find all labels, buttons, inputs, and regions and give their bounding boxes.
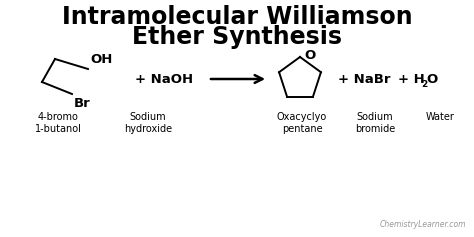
Text: 1-butanol: 1-butanol xyxy=(35,124,82,134)
Text: + NaOH: + NaOH xyxy=(135,73,193,86)
Text: pentane: pentane xyxy=(282,124,322,134)
Text: Br: Br xyxy=(74,97,91,110)
Text: Sodium: Sodium xyxy=(357,112,393,122)
Text: Water: Water xyxy=(426,112,455,122)
Text: OH: OH xyxy=(90,53,112,66)
Text: ChemistryLearner.com: ChemistryLearner.com xyxy=(380,220,466,229)
Text: Ether Synthesis: Ether Synthesis xyxy=(132,25,342,49)
Text: O: O xyxy=(426,73,437,86)
Text: + NaBr: + NaBr xyxy=(338,73,391,86)
Text: Sodium: Sodium xyxy=(130,112,166,122)
Text: bromide: bromide xyxy=(355,124,395,134)
Text: Oxacyclyo: Oxacyclyo xyxy=(277,112,327,122)
Text: hydroxide: hydroxide xyxy=(124,124,172,134)
Text: Intramolecular Williamson: Intramolecular Williamson xyxy=(62,5,412,29)
Text: 4-bromo: 4-bromo xyxy=(37,112,78,122)
Text: 2: 2 xyxy=(421,79,427,88)
Text: + H: + H xyxy=(398,73,425,86)
Text: O: O xyxy=(304,49,315,61)
